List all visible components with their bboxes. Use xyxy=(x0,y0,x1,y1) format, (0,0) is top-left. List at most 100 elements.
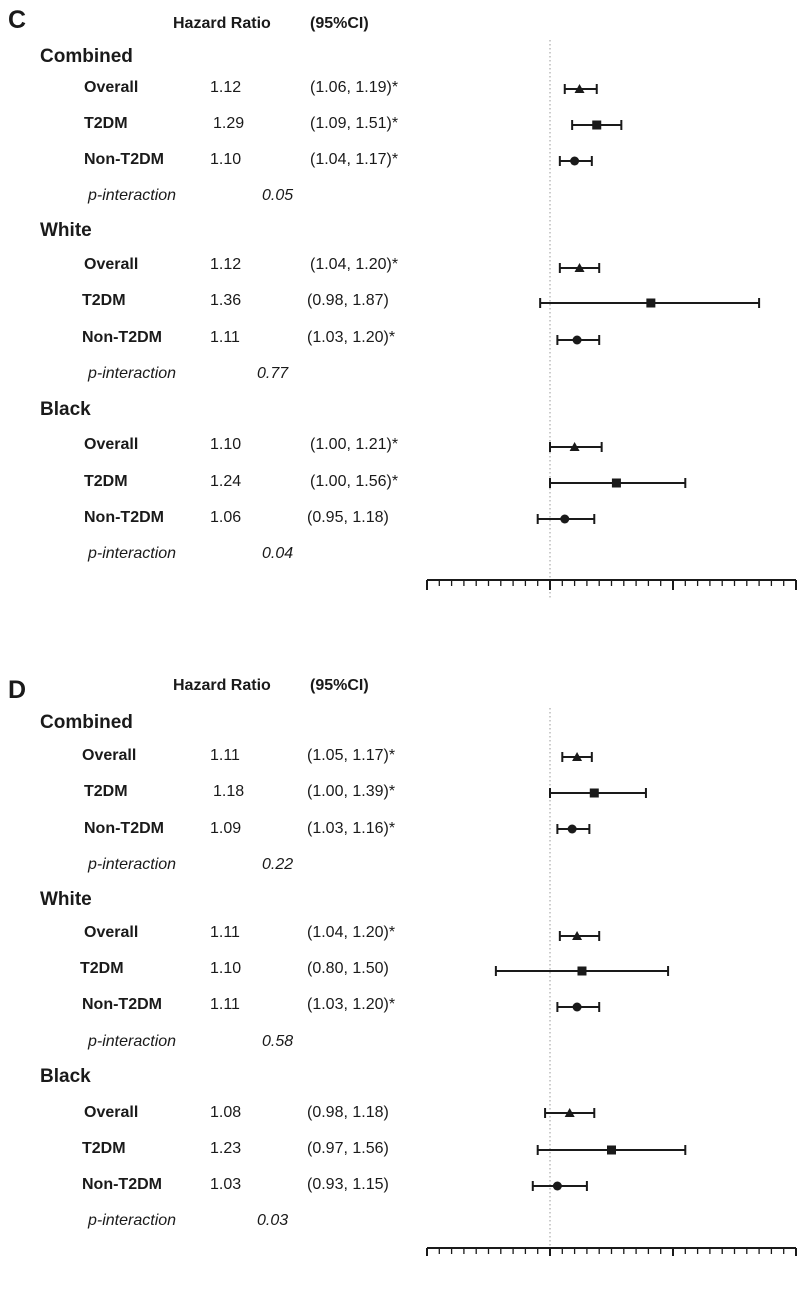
row-label: Non-T2DM xyxy=(84,820,164,837)
x-tick-label: 2.0 xyxy=(786,597,806,600)
forest-panel-d: D Hazard Ratio (95%CI) Combined Overall … xyxy=(0,656,808,1256)
circle-marker xyxy=(572,335,582,345)
row-hr: 1.12 xyxy=(210,79,242,96)
square-marker xyxy=(646,298,656,308)
row-hr: 1.12 xyxy=(210,256,242,273)
row-label: T2DM xyxy=(82,1140,126,1157)
row-label: Overall xyxy=(84,436,139,453)
x-tick-label: 1.5 xyxy=(663,597,683,600)
row-hr: 1.36 xyxy=(210,292,242,309)
row-label: Overall xyxy=(84,1104,139,1121)
row-ci: (1.05, 1.17)* xyxy=(307,747,396,764)
row-ci: (1.00, 1.56)* xyxy=(310,473,399,490)
row-ci: (0.98, 1.18) xyxy=(307,1104,389,1121)
row-hr: 1.08 xyxy=(210,1104,242,1121)
row-label: T2DM xyxy=(84,783,128,800)
row-label: Non-T2DM xyxy=(84,509,164,526)
group-title: White xyxy=(40,220,92,241)
square-marker xyxy=(607,1145,616,1155)
square-marker xyxy=(589,788,599,798)
row-ci: (1.03, 1.20)* xyxy=(307,996,396,1013)
square-marker xyxy=(577,966,587,976)
row-ci: (1.00, 1.21)* xyxy=(310,436,399,453)
row-label: T2DM xyxy=(84,473,128,490)
row-label: Non-T2DM xyxy=(84,151,164,168)
circle-marker xyxy=(560,514,570,524)
row-hr: 1.11 xyxy=(210,996,240,1013)
row-hr: 1.10 xyxy=(210,436,242,453)
triangle-marker xyxy=(574,263,585,272)
square-marker xyxy=(592,120,602,130)
x-tick-label: 1.0 xyxy=(540,597,560,600)
panel-label: C xyxy=(8,6,27,34)
p-interaction-value: 0.77 xyxy=(257,365,289,382)
p-interaction-label: p-interaction xyxy=(88,187,177,204)
row-hr: 1.03 xyxy=(210,1176,242,1193)
row-ci: (0.98, 1.87) xyxy=(307,292,389,309)
p-interaction-label: p-interaction xyxy=(88,1033,177,1050)
row-hr: 1.11 xyxy=(210,747,240,764)
header-ci: (95%CI) xyxy=(310,15,369,32)
row-ci: (0.95, 1.18) xyxy=(307,509,389,526)
group-title: Black xyxy=(40,399,91,420)
row-hr: 1.10 xyxy=(210,960,242,977)
header-hazard-ratio: Hazard Ratio xyxy=(173,15,271,32)
circle-marker xyxy=(552,1181,562,1191)
row-ci: (1.06, 1.19)* xyxy=(310,79,399,96)
triangle-marker xyxy=(572,752,583,761)
group-title: White xyxy=(40,889,92,910)
circle-marker xyxy=(570,156,580,166)
square-marker xyxy=(611,478,621,488)
group-title: Black xyxy=(40,1066,91,1087)
p-interaction-label: p-interaction xyxy=(88,856,177,873)
triangle-marker xyxy=(564,1108,575,1117)
x-tick-label: 0.5 xyxy=(417,597,437,600)
p-interaction-value: 0.05 xyxy=(262,187,294,204)
p-interaction-value: 0.22 xyxy=(262,856,294,873)
row-ci: (0.93, 1.15) xyxy=(307,1176,389,1193)
row-label: Non-T2DM xyxy=(82,996,162,1013)
row-ci: (1.04, 1.20)* xyxy=(310,256,399,273)
p-interaction-value: 0.04 xyxy=(262,545,294,562)
row-hr: 1.29 xyxy=(213,115,245,132)
row-hr: 1.23 xyxy=(210,1140,242,1157)
circle-marker xyxy=(567,824,577,834)
header-hazard-ratio: Hazard Ratio xyxy=(173,677,271,694)
row-label: T2DM xyxy=(80,960,124,977)
group-title: Combined xyxy=(40,46,133,67)
forest-panel-c: C Hazard Ratio (95%CI) Combined Overall … xyxy=(0,0,808,600)
row-hr: 1.09 xyxy=(210,820,242,837)
row-hr: 1.18 xyxy=(213,783,245,800)
row-ci: (1.04, 1.20)* xyxy=(307,924,396,941)
header-ci: (95%CI) xyxy=(310,677,369,694)
row-ci: (0.97, 1.56) xyxy=(307,1140,389,1157)
p-interaction-value: 0.03 xyxy=(257,1212,289,1229)
p-interaction-label: p-interaction xyxy=(88,1212,177,1229)
row-label: Overall xyxy=(84,256,139,273)
row-label: Overall xyxy=(84,924,139,941)
circle-marker xyxy=(572,1002,582,1012)
row-ci: (1.04, 1.17)* xyxy=(310,151,399,168)
triangle-marker xyxy=(569,442,580,451)
row-label: Non-T2DM xyxy=(82,329,162,346)
group-title: Combined xyxy=(40,712,133,733)
row-label: T2DM xyxy=(84,115,128,132)
row-hr: 1.11 xyxy=(210,329,240,346)
row-ci: (1.03, 1.16)* xyxy=(307,820,396,837)
forest-plot-d: 0.51.01.52.0 xyxy=(426,708,797,1256)
row-hr: 1.24 xyxy=(210,473,242,490)
row-label: Overall xyxy=(84,79,139,96)
p-interaction-value: 0.58 xyxy=(262,1033,294,1050)
triangle-marker xyxy=(572,931,583,940)
p-interaction-label: p-interaction xyxy=(88,545,177,562)
row-ci: (1.03, 1.20)* xyxy=(307,329,396,346)
row-hr: 1.11 xyxy=(210,924,240,941)
panel-label: D xyxy=(8,676,27,704)
row-hr: 1.10 xyxy=(210,151,242,168)
row-ci: (1.00, 1.39)* xyxy=(307,783,396,800)
row-ci: (0.80, 1.50) xyxy=(307,960,389,977)
row-label: T2DM xyxy=(82,292,126,309)
p-interaction-label: p-interaction xyxy=(88,365,177,382)
row-label: Overall xyxy=(82,747,137,764)
row-ci: (1.09, 1.51)* xyxy=(310,115,399,132)
